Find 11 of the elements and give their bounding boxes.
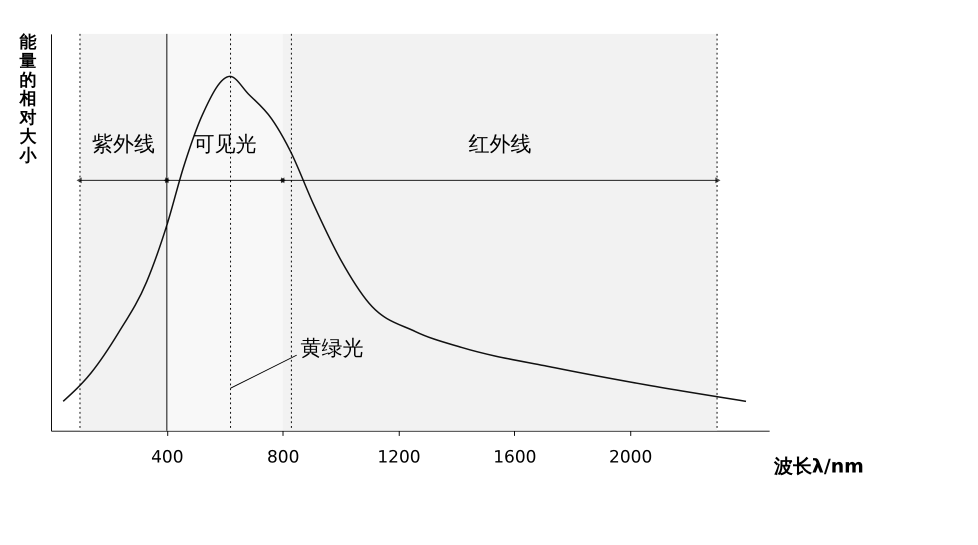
- x-tick-label: 2000: [609, 447, 652, 468]
- band-label: 红外线: [468, 132, 532, 156]
- annotation: 黄绿光: [300, 336, 364, 360]
- x-tick-label: 400: [151, 447, 184, 468]
- x-tick-label: 1200: [377, 447, 421, 468]
- x-axis-title: 波长λ/nm: [772, 455, 864, 478]
- y-axis-title: 能量的相对大小: [18, 32, 38, 166]
- x-tick-label: 1600: [493, 447, 536, 468]
- x-tick-label: 800: [266, 447, 300, 468]
- band-label: 紫外线: [92, 132, 155, 156]
- band-label: 可见光: [193, 132, 256, 156]
